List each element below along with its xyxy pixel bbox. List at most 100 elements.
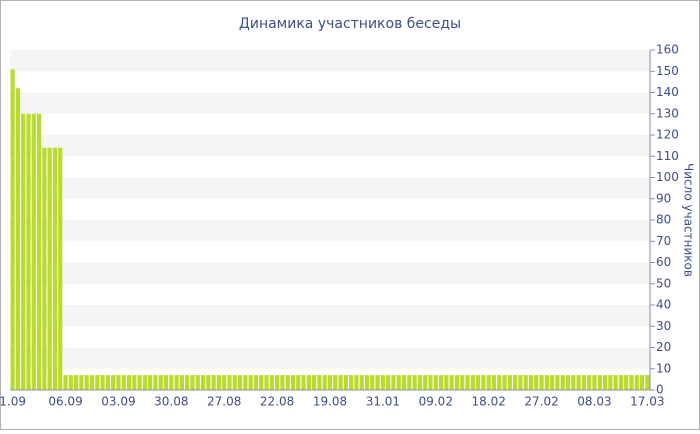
x-tick-label: 08.03 bbox=[577, 395, 611, 409]
bar bbox=[608, 375, 613, 390]
grid-band bbox=[10, 50, 650, 72]
x-tick-label: 19.08 bbox=[313, 395, 347, 409]
bar bbox=[428, 375, 433, 390]
bar bbox=[206, 375, 211, 390]
bar bbox=[79, 375, 84, 390]
bar bbox=[105, 375, 110, 390]
bar bbox=[200, 375, 206, 390]
y-tick-label: 20 bbox=[656, 340, 671, 354]
bar bbox=[555, 375, 560, 390]
bar bbox=[454, 375, 460, 390]
bar bbox=[571, 375, 576, 390]
bar bbox=[52, 147, 58, 390]
bar bbox=[645, 375, 650, 390]
bar bbox=[306, 375, 311, 390]
bar bbox=[222, 375, 227, 390]
bar bbox=[100, 375, 105, 390]
bar bbox=[296, 375, 301, 390]
bar bbox=[89, 375, 95, 390]
bar bbox=[10, 69, 15, 390]
y-tick-label: 160 bbox=[656, 43, 679, 57]
bar bbox=[253, 375, 259, 390]
grid-band bbox=[10, 220, 650, 242]
bar bbox=[31, 113, 36, 390]
bar bbox=[343, 375, 348, 390]
chart-title: Динамика участников беседы bbox=[239, 16, 461, 32]
bar bbox=[274, 375, 280, 390]
bar bbox=[68, 375, 73, 390]
bar bbox=[21, 113, 26, 390]
y-tick-label: 10 bbox=[656, 361, 671, 375]
bar bbox=[460, 375, 465, 390]
bar bbox=[333, 375, 338, 390]
grid-band bbox=[10, 135, 650, 157]
bar bbox=[116, 375, 121, 390]
bar bbox=[433, 375, 438, 390]
x-tick-label: 18.02 bbox=[471, 395, 505, 409]
x-tick-label: 27.08 bbox=[207, 395, 241, 409]
bar bbox=[523, 375, 528, 390]
bar bbox=[216, 375, 222, 390]
bar bbox=[401, 375, 407, 390]
y-tick-label: 50 bbox=[656, 276, 671, 290]
grid-band bbox=[10, 305, 650, 327]
bar bbox=[412, 375, 417, 390]
bar bbox=[407, 375, 412, 390]
bar bbox=[491, 375, 497, 390]
y-axis-label: Число участников bbox=[682, 163, 696, 277]
bar bbox=[565, 375, 571, 390]
bar bbox=[470, 375, 475, 390]
bar bbox=[465, 375, 470, 390]
bar bbox=[190, 375, 195, 390]
y-tick-label: 80 bbox=[656, 213, 671, 227]
bar bbox=[602, 375, 608, 390]
bar bbox=[528, 375, 534, 390]
bar bbox=[497, 375, 502, 390]
bar bbox=[475, 375, 481, 390]
bar bbox=[417, 375, 423, 390]
bar bbox=[36, 113, 42, 390]
bar bbox=[386, 375, 391, 390]
y-tick-label: 130 bbox=[656, 106, 679, 120]
bar bbox=[126, 375, 132, 390]
x-tick-label: 30.08 bbox=[154, 395, 188, 409]
bar bbox=[132, 375, 137, 390]
bar bbox=[518, 375, 523, 390]
bar bbox=[613, 375, 618, 390]
bar bbox=[481, 375, 486, 390]
x-tick-label: 03.09 bbox=[101, 395, 135, 409]
bar bbox=[396, 375, 401, 390]
bar bbox=[158, 375, 163, 390]
bar bbox=[587, 375, 592, 390]
y-tick-label: 90 bbox=[656, 191, 671, 205]
bar bbox=[84, 375, 89, 390]
bar bbox=[513, 375, 518, 390]
y-tick-label: 150 bbox=[656, 64, 679, 78]
bar bbox=[391, 375, 396, 390]
bar bbox=[264, 375, 269, 390]
bar bbox=[581, 375, 586, 390]
bar bbox=[576, 375, 581, 390]
x-tick-label: 17.03 bbox=[630, 395, 664, 409]
bar bbox=[211, 375, 216, 390]
bar bbox=[639, 375, 645, 390]
y-tick-label: 60 bbox=[656, 255, 671, 269]
bar bbox=[269, 375, 274, 390]
bar bbox=[597, 375, 602, 390]
bar bbox=[179, 375, 185, 390]
bar bbox=[111, 375, 116, 390]
bar bbox=[423, 375, 428, 390]
bar bbox=[42, 147, 47, 390]
y-tick-label: 30 bbox=[656, 319, 671, 333]
bar bbox=[312, 375, 317, 390]
grid-band bbox=[10, 92, 650, 114]
bar bbox=[153, 375, 158, 390]
bar bbox=[58, 147, 63, 390]
bar bbox=[354, 375, 359, 390]
bar bbox=[163, 375, 169, 390]
bar bbox=[142, 375, 147, 390]
bar bbox=[502, 375, 507, 390]
bar bbox=[174, 375, 179, 390]
y-tick-label: 40 bbox=[656, 298, 671, 312]
